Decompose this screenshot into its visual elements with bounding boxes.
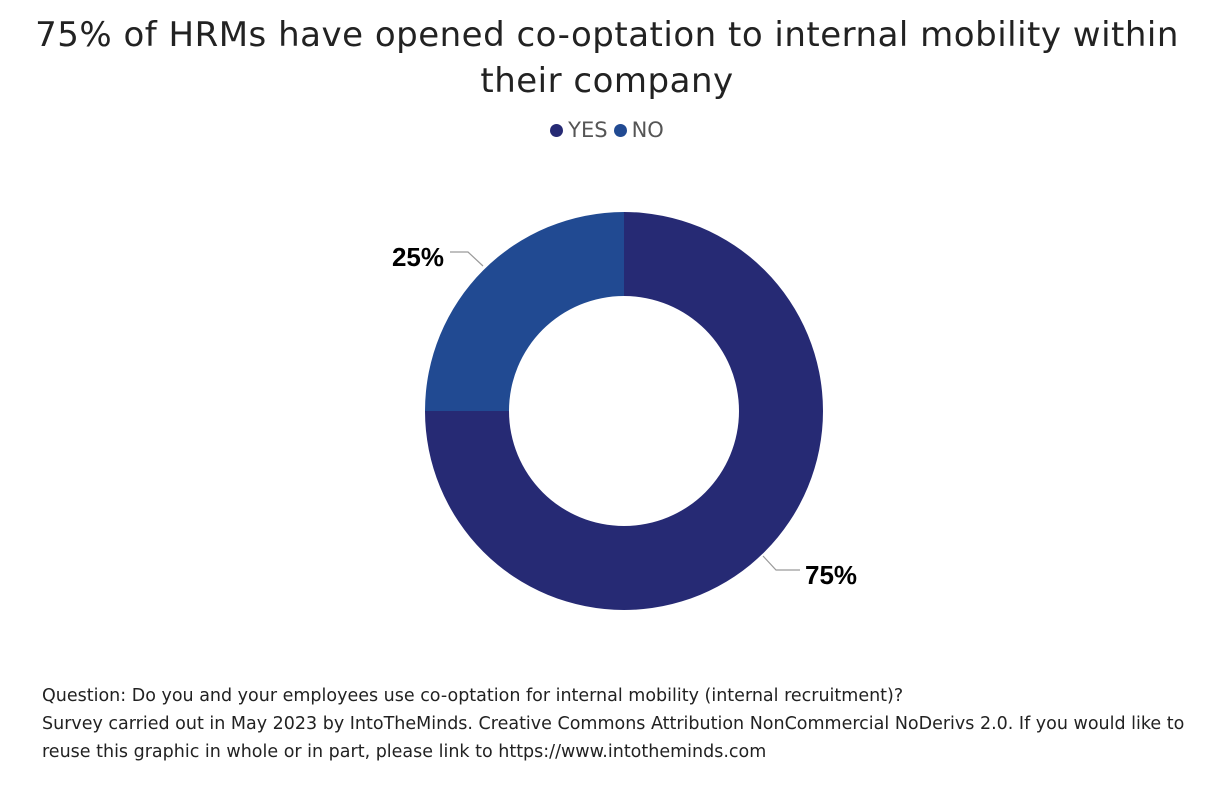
data-label-yes: 75% xyxy=(805,560,857,590)
legend-dot-no-icon xyxy=(613,123,627,137)
donut-slice-no xyxy=(425,212,624,411)
chart-legend: YES NO xyxy=(0,118,1214,142)
donut-slice-yes xyxy=(425,212,823,610)
legend-label-yes: YES xyxy=(568,118,608,142)
footnote-source: Survey carried out in May 2023 by IntoTh… xyxy=(42,714,1185,762)
footnote-question: Question: Do you and your employees use … xyxy=(42,686,904,706)
chart-footnote: Question: Do you and your employees use … xyxy=(42,682,1192,766)
donut-chart: 75% 25% xyxy=(392,212,857,610)
chart-title: 75% of HRMs have opened co-optation to i… xyxy=(35,15,1179,101)
data-label-no: 25% xyxy=(392,242,444,272)
legend-label-no: NO xyxy=(631,118,664,142)
leader-line-no xyxy=(450,251,484,267)
legend-item-no: NO xyxy=(613,118,664,142)
legend-dot-yes-icon xyxy=(550,123,564,137)
legend-item-yes: YES xyxy=(550,118,608,142)
leader-line-yes xyxy=(762,555,800,571)
